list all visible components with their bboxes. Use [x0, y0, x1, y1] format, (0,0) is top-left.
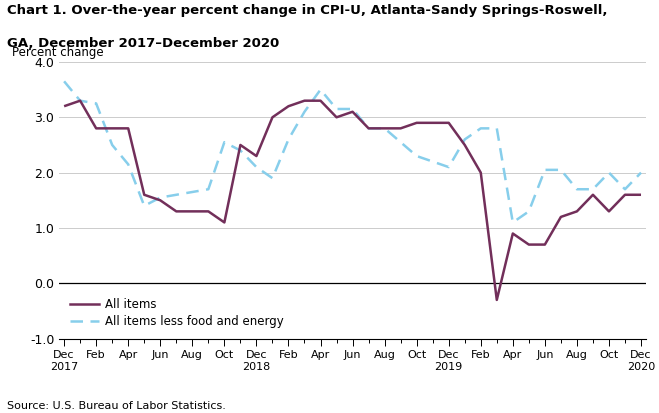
Legend: All items, All items less food and energy: All items, All items less food and energ… [65, 294, 289, 333]
Text: Percent change: Percent change [13, 46, 104, 59]
Text: Chart 1. Over-the-year percent change in CPI-U, Atlanta-Sandy Springs-Roswell,: Chart 1. Over-the-year percent change in… [7, 4, 607, 17]
Text: GA, December 2017–December 2020: GA, December 2017–December 2020 [7, 37, 279, 50]
Text: Source: U.S. Bureau of Labor Statistics.: Source: U.S. Bureau of Labor Statistics. [7, 401, 225, 411]
